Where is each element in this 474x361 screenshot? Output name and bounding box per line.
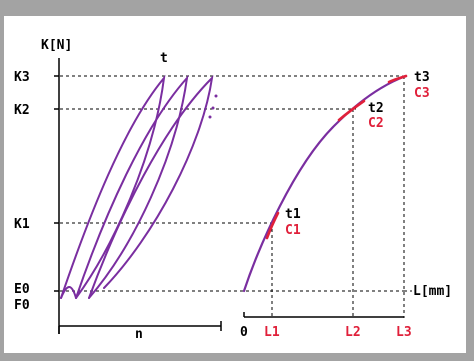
point-label-t3: t3 [414,70,430,85]
point-label-c2: C2 [368,116,384,131]
point-label-t2: t2 [368,101,384,116]
hysteresis-loop-1 [60,74,166,299]
point-label-t1: t1 [285,207,301,222]
y-tick-label-k2: K2 [14,103,30,118]
hysteresis-loop-3 [88,75,214,299]
point-label-c3: C3 [414,86,430,101]
hysteresis-loop-start [60,286,77,299]
y-tick-label-k1: K1 [14,217,30,232]
diagram-panel: K[N] t K3 K2 K1 E0 F0 n 0 L1 L2 L3 L[mm]… [4,16,466,353]
point-label-c1: C1 [285,223,301,238]
y-tick-label-f0: F0 [14,298,30,313]
trail-dot-1 [214,94,218,98]
y-tick-label-k3: K3 [14,70,30,85]
c3-highlight-segment [387,74,408,84]
origin-label: 0 [240,325,248,340]
x-axis-unit-label: L[mm] [413,284,452,299]
c2-highlight-segment [337,99,366,122]
l3-label: L3 [396,325,412,340]
trail-dot-3 [208,115,212,119]
l2-label: L2 [345,325,361,340]
l1-label: L1 [264,325,280,340]
hysteresis-loop-2 [75,74,189,299]
force-displacement-curve [242,74,408,293]
curve-label-t: t [160,51,168,66]
y-axis-label: K[N] [41,38,72,53]
n-axis-label: n [135,327,143,342]
trail-dot-2 [211,106,215,110]
force-diagram: K[N] t K3 K2 K1 E0 F0 n 0 L1 L2 L3 L[mm]… [14,38,452,342]
c1-highlight-segment [265,211,280,240]
y-tick-label-e0: E0 [14,282,30,297]
